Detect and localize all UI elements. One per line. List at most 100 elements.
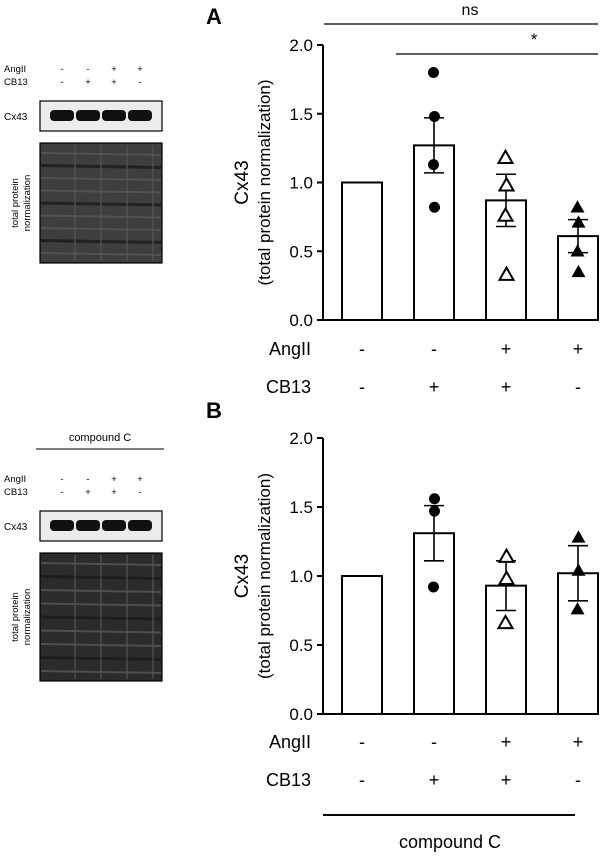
y-tick-label: 1.5 xyxy=(289,105,313,124)
condition-sign: + xyxy=(501,339,512,359)
data-point xyxy=(429,505,440,517)
y-axis-label-line: (total protein normalization) xyxy=(255,473,274,679)
y-tick-label: 1.0 xyxy=(289,567,313,586)
bar xyxy=(341,181,383,321)
data-point xyxy=(496,613,515,630)
condition-sign: + xyxy=(429,377,440,397)
data-point xyxy=(571,264,586,278)
blot-sign: + xyxy=(137,474,143,485)
blot-row-label: CB13 xyxy=(4,487,28,498)
significance-label: ns xyxy=(462,2,479,19)
total-protein-label-line: total protein xyxy=(10,592,21,642)
western-blot-1: AngII - - + + CB13 - + + - Cx43 total protein normal… xyxy=(4,64,163,264)
blot-sign: - xyxy=(60,64,63,75)
data-point xyxy=(570,602,585,615)
western-blot-2: compound C AngII - - + + CB13 - + + - Cx43 total pro… xyxy=(4,432,164,682)
blot-sign: - xyxy=(86,474,89,485)
condition-sign: + xyxy=(501,377,512,397)
data-point xyxy=(428,581,439,593)
y-tick-label: 0.0 xyxy=(289,705,313,724)
blot-sign: - xyxy=(138,487,141,498)
significance-label: * xyxy=(531,30,538,49)
bar xyxy=(413,532,455,715)
total-protein-label: total protein normalization xyxy=(10,175,33,232)
chart-panel-b: B 0.0 0.5 1.0 1.5 2.0 Cx43 (total protein norma… xyxy=(206,398,599,852)
data-point xyxy=(429,111,440,122)
blot-sign: + xyxy=(85,77,91,88)
panel-label: B xyxy=(206,398,222,423)
condition-sign: - xyxy=(359,339,365,359)
total-protein-label-line: normalization xyxy=(22,589,33,646)
data-point xyxy=(497,569,516,586)
panel-label: A xyxy=(206,4,222,29)
blot-row-label: AngII xyxy=(4,64,26,75)
footer-label: compound C xyxy=(399,832,501,852)
total-protein-label-line: normalization xyxy=(22,175,33,232)
blot-sign: + xyxy=(137,64,143,75)
blot-row-label: CB13 xyxy=(4,77,28,88)
cx43-band xyxy=(50,110,74,121)
condition-sign: + xyxy=(429,770,440,790)
y-tick-label: 1.0 xyxy=(289,174,313,193)
blot-sign: + xyxy=(85,487,91,498)
y-axis-label-line: Cx43 xyxy=(232,160,253,204)
condition-sign: - xyxy=(359,732,365,752)
y-tick-label: 2.0 xyxy=(289,36,313,55)
data-point xyxy=(429,201,440,213)
cx43-band xyxy=(102,520,126,531)
y-tick-label: 1.5 xyxy=(289,498,313,517)
row-label: AngII xyxy=(269,339,311,359)
data-point xyxy=(570,200,585,213)
data-point xyxy=(570,244,585,257)
data-point xyxy=(497,547,516,563)
row-label: CB13 xyxy=(266,770,311,790)
blot-row-label: AngII xyxy=(4,474,26,485)
condition-sign: + xyxy=(573,339,584,359)
blot-sign: - xyxy=(60,487,63,498)
blot-sign: + xyxy=(111,487,117,498)
condition-sign: + xyxy=(501,770,512,790)
y-axis-label: Cx43 (total protein normalization) xyxy=(232,473,274,679)
condition-sign: - xyxy=(431,339,437,359)
blot-sign: - xyxy=(60,474,63,485)
data-point xyxy=(496,206,515,222)
data-point xyxy=(571,530,586,543)
blot-sign: - xyxy=(138,77,141,88)
band-label: Cx43 xyxy=(4,522,28,533)
condition-sign: - xyxy=(431,732,437,752)
condition-sign: + xyxy=(501,732,512,752)
bar xyxy=(413,144,455,321)
y-tick-label: 0.5 xyxy=(289,636,313,655)
blot-sign: + xyxy=(111,474,117,485)
y-tick-label: 0.0 xyxy=(289,311,313,330)
bar xyxy=(341,575,383,715)
chart-panel-a: A 0.0 0.5 1.0 1.5 2.0 Cx43 (total protein norma… xyxy=(206,2,599,397)
y-axis-label-line: Cx43 xyxy=(232,554,253,598)
cx43-band xyxy=(102,110,126,121)
cx43-band xyxy=(50,520,74,531)
row-label: CB13 xyxy=(266,377,311,397)
data-point xyxy=(428,159,439,171)
band-label: Cx43 xyxy=(4,112,28,123)
cx43-band xyxy=(128,520,152,531)
total-protein-label: total protein normalization xyxy=(10,589,33,646)
condition-sign: - xyxy=(575,770,581,790)
y-axis-label: Cx43 (total protein normalization) xyxy=(232,80,274,286)
row-label: AngII xyxy=(269,732,311,752)
data-point xyxy=(497,176,516,192)
total-protein-label-line: total protein xyxy=(10,178,21,228)
blot-sign: - xyxy=(60,77,63,88)
condition-sign: - xyxy=(575,377,581,397)
data-point xyxy=(571,563,586,576)
blot-header: compound C xyxy=(69,432,131,444)
cx43-band xyxy=(76,520,100,531)
blot-sign: + xyxy=(111,64,117,75)
cx43-band xyxy=(76,110,100,121)
condition-sign: + xyxy=(573,732,584,752)
y-tick-label: 0.5 xyxy=(289,242,313,261)
condition-sign: - xyxy=(359,377,365,397)
data-point xyxy=(428,67,439,78)
data-point xyxy=(496,148,515,164)
y-axis-label-line: (total protein normalization) xyxy=(255,80,274,286)
